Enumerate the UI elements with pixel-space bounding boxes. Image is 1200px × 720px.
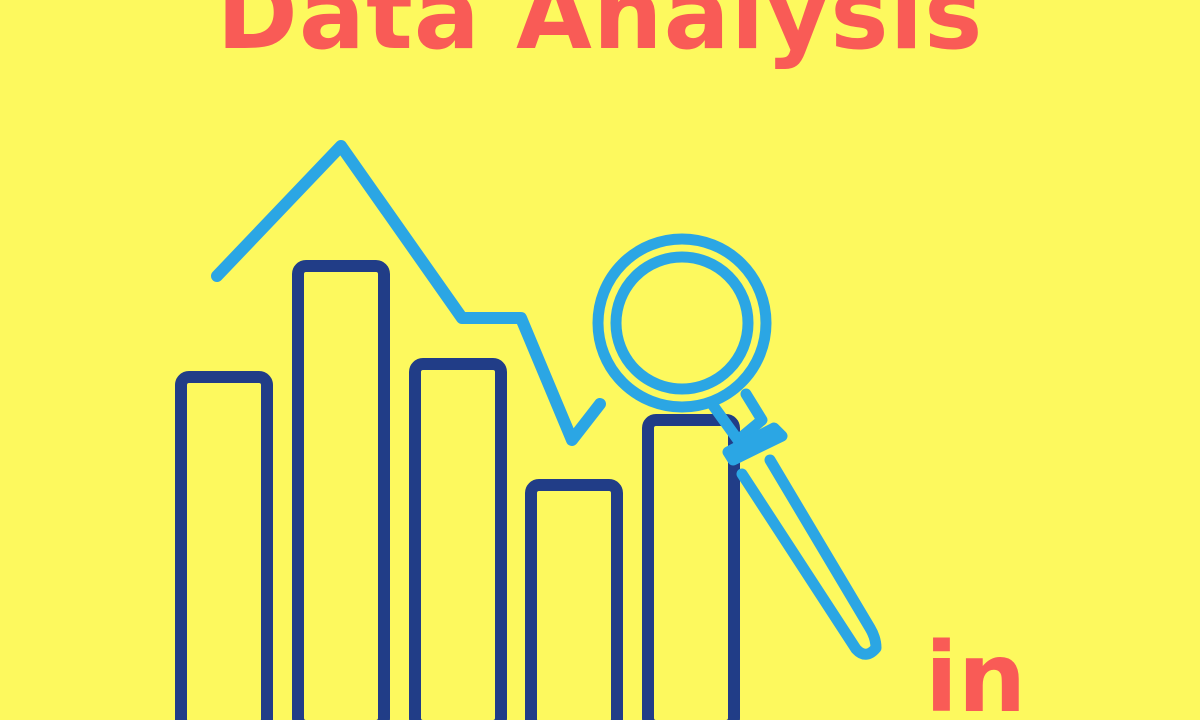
bar-4 xyxy=(525,479,623,720)
tail-word-in: in xyxy=(925,622,1027,720)
magnifier-outer-ring xyxy=(592,233,772,413)
trend-line-icon xyxy=(211,140,606,446)
bar-2 xyxy=(292,260,390,720)
bar-chart-icon xyxy=(175,260,740,720)
bar-5 xyxy=(642,414,740,720)
magnifier-handle xyxy=(736,454,882,660)
bar-1 xyxy=(175,371,273,720)
magnifier-inner-ring xyxy=(610,251,754,395)
headline-title: Data Analysis xyxy=(216,0,984,72)
magnifier-collar xyxy=(722,422,788,466)
magnifier-neck xyxy=(706,388,768,446)
bar-3 xyxy=(409,358,507,720)
magnifying-glass-icon xyxy=(592,233,882,660)
